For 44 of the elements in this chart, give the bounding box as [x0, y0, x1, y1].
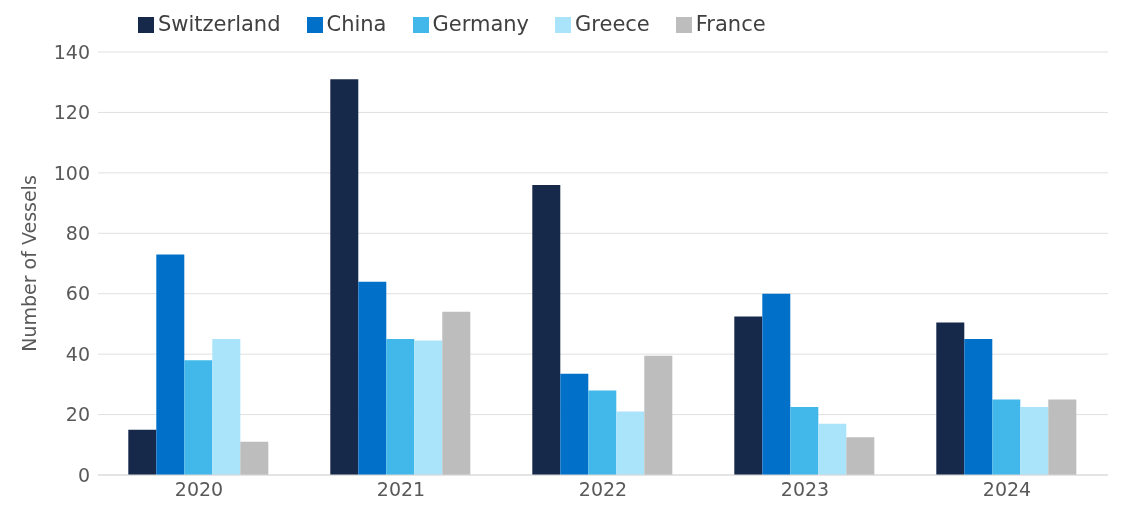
y-tick-label: 100: [53, 161, 90, 184]
legend-label: France: [695, 12, 766, 36]
bar: [846, 437, 875, 475]
bar: [936, 322, 965, 475]
y-tick-label: 120: [53, 101, 90, 124]
bar: [964, 339, 993, 475]
bar: [1020, 407, 1049, 475]
bar: [790, 407, 819, 475]
bar: [560, 373, 589, 475]
y-tick-label: 0: [77, 463, 90, 486]
y-tick-label: 60: [65, 282, 90, 305]
bar: [212, 339, 241, 475]
bar: [762, 293, 791, 475]
x-tick-label: 2020: [174, 478, 224, 501]
bar: [240, 441, 269, 475]
bar: [616, 411, 645, 475]
bar: [386, 339, 415, 475]
bar: [414, 340, 443, 475]
bar: [644, 355, 673, 475]
x-tick-label: 2023: [780, 478, 830, 501]
bar: [442, 311, 471, 475]
x-tick-label: 2024: [982, 478, 1032, 501]
legend-label: Switzerland: [158, 12, 281, 36]
bar: [128, 429, 157, 475]
bar: [532, 184, 561, 475]
y-tick-label: 80: [65, 222, 90, 245]
y-tick-label: 140: [53, 40, 90, 63]
bar: [330, 79, 359, 475]
bar: [734, 316, 763, 475]
x-tick-label: 2021: [376, 478, 426, 501]
bar: [358, 281, 387, 475]
y-axis-title: Number of Vessels: [17, 175, 40, 352]
bar: [992, 399, 1021, 475]
bar: [184, 360, 213, 475]
legend-label: Greece: [575, 12, 650, 36]
bar: [156, 254, 185, 475]
legend-label: China: [326, 12, 387, 36]
x-tick-label: 2022: [578, 478, 628, 501]
y-tick-label: 20: [65, 403, 90, 426]
bar: [588, 390, 617, 475]
bar: [1048, 399, 1077, 475]
y-tick-label: 40: [65, 342, 90, 365]
bar: [818, 423, 847, 475]
legend-label: Germany: [432, 12, 530, 36]
